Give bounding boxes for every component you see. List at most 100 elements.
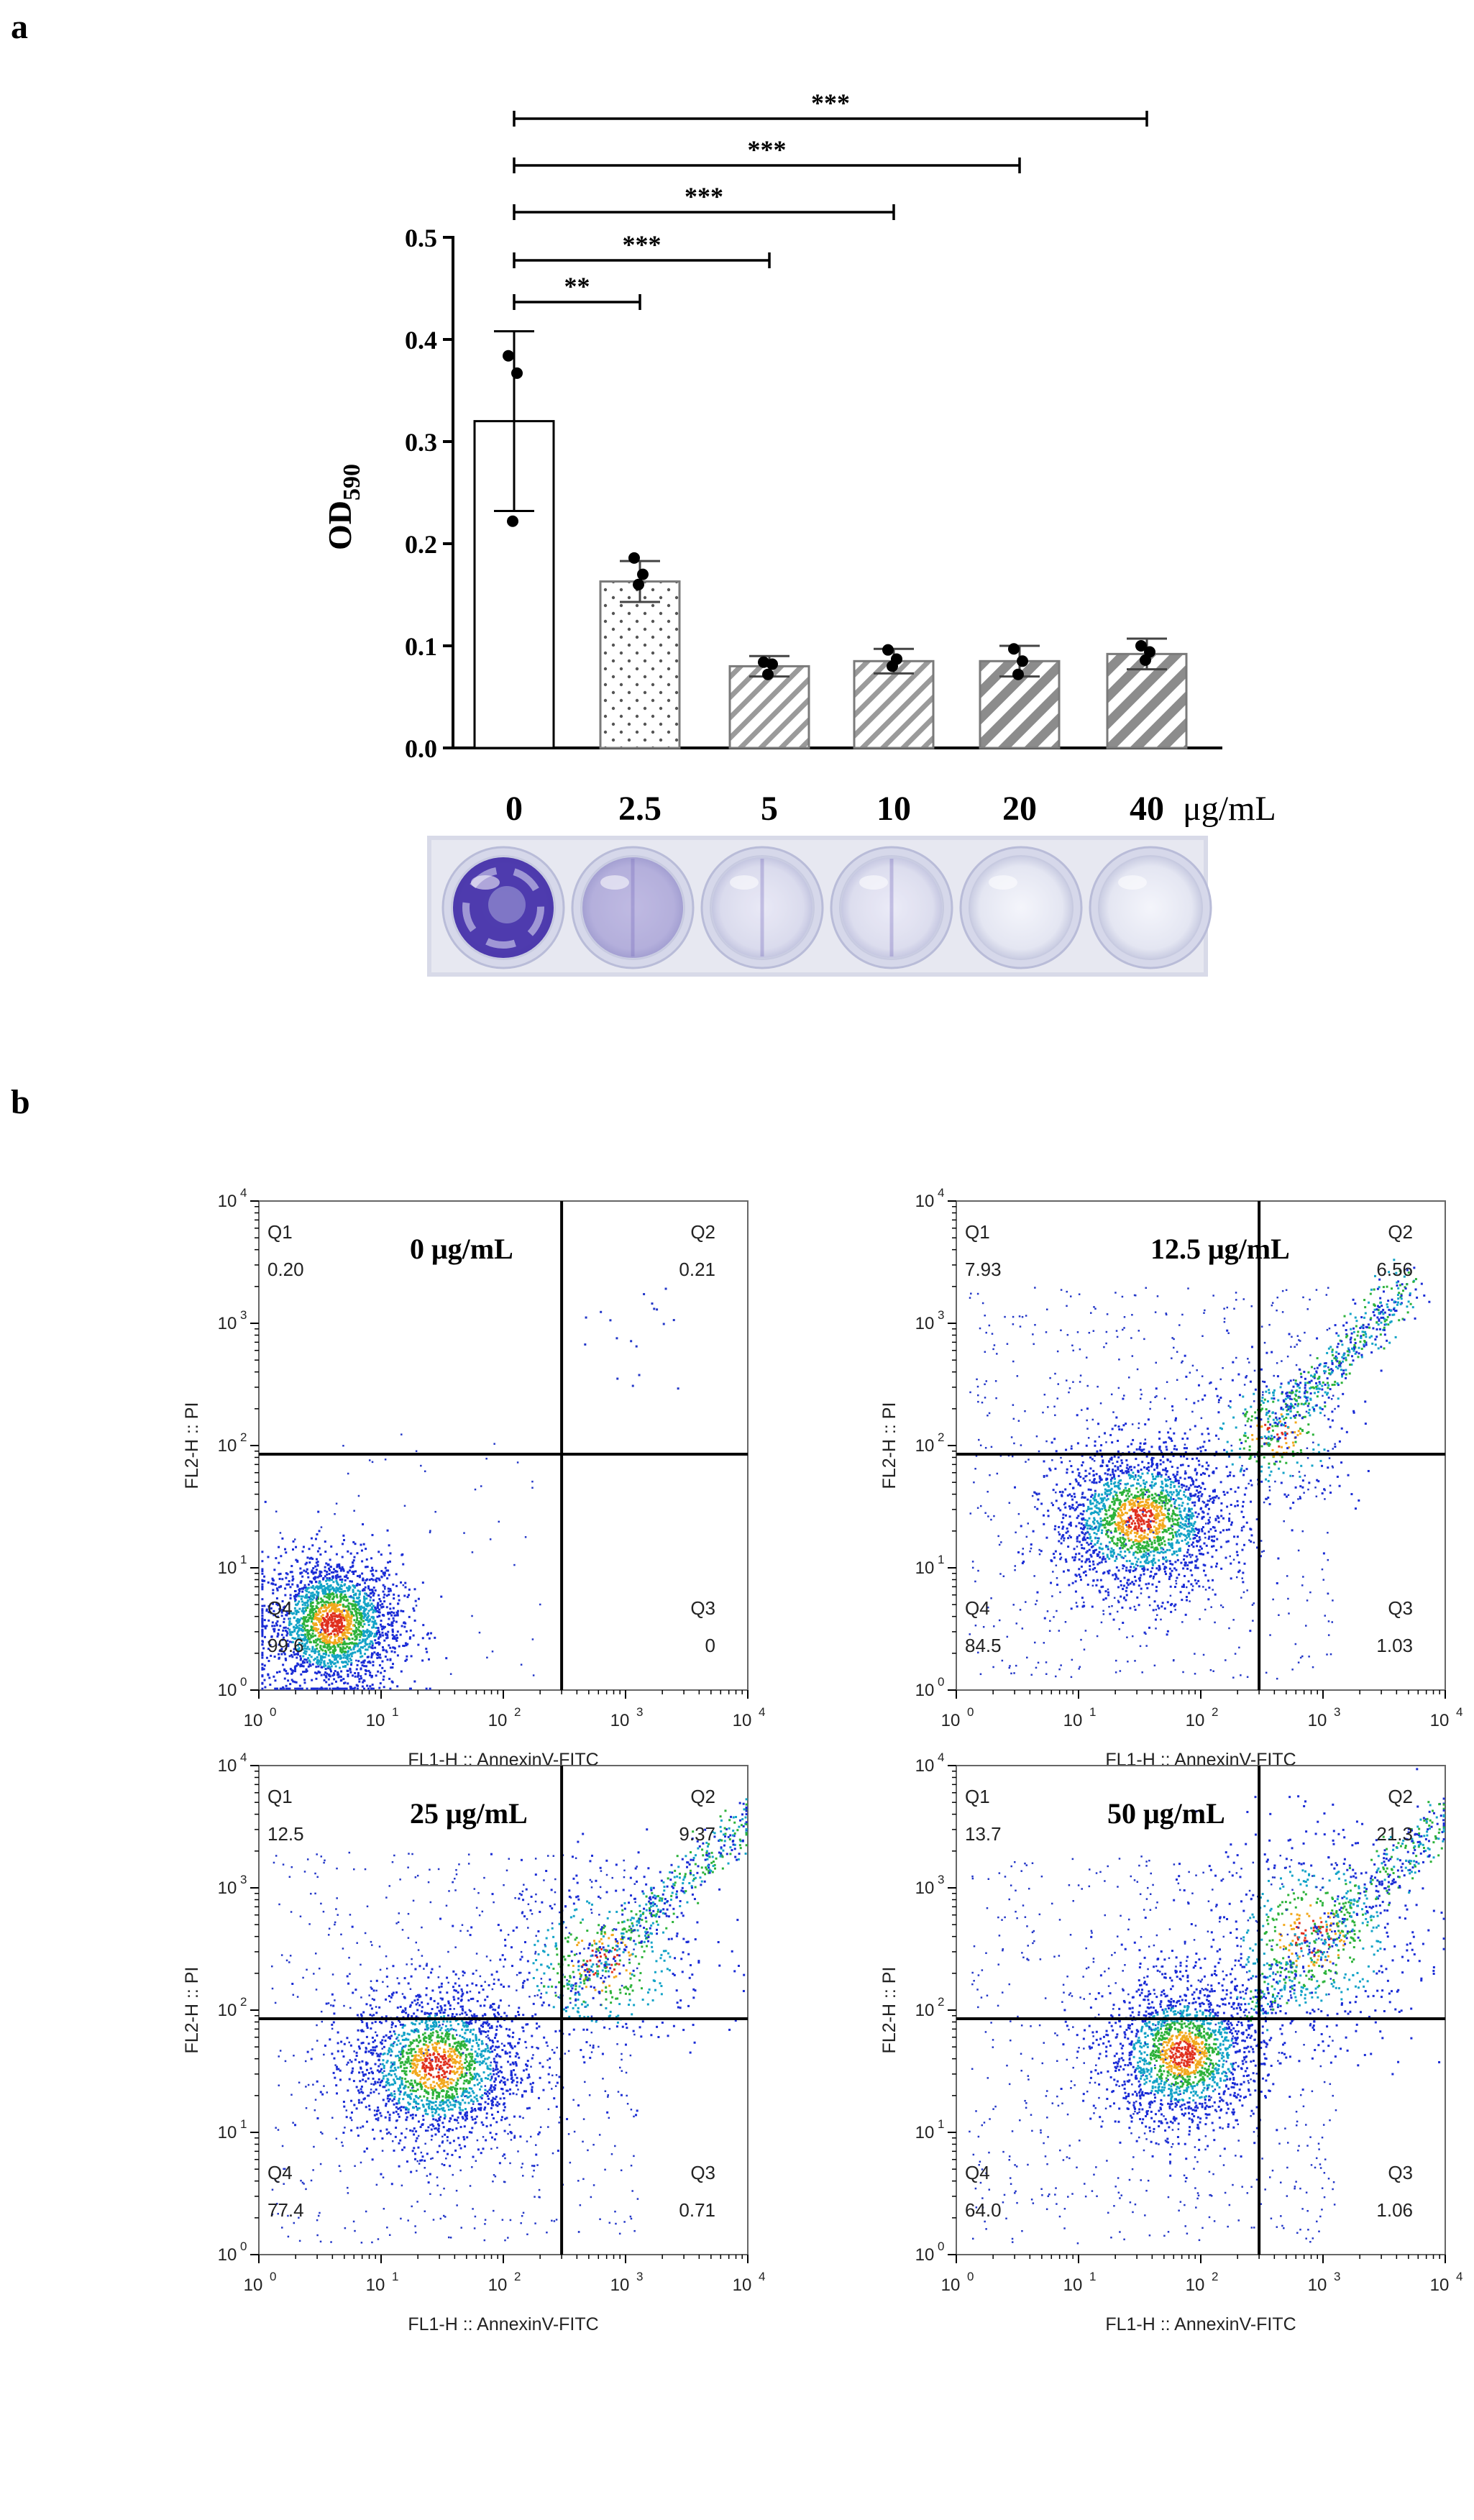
condition-label: 12.5 μg/mL: [1150, 1233, 1290, 1265]
x-tick-label: 10: [1063, 2275, 1083, 2295]
y-tick-exponent: 0: [240, 1675, 247, 1689]
y-tick-label: 10: [915, 1681, 935, 1700]
bar-chart-biofilm: ************** 0.00.10.20.30.40.5 0 2.5 5 1…: [321, 88, 1276, 977]
x-axis-label: FL1-H :: AnnexinV-FITC: [408, 2314, 598, 2334]
y-tick-label: 10: [915, 2001, 935, 2020]
x-tick-exponent: 2: [514, 2270, 521, 2283]
well-highlight: [989, 875, 1017, 890]
x-tick-exponent: 4: [759, 2270, 765, 2283]
x-tick-exponent: 0: [270, 1705, 276, 1719]
y-tick-label: 10: [218, 1681, 237, 1700]
y-axis-label-sub: 590: [339, 464, 365, 501]
x-tick-label: 10: [1186, 2275, 1205, 2295]
y-tick-exponent: 2: [938, 1430, 944, 1444]
x-tick-label: 10: [1430, 2275, 1450, 2295]
data-point: [887, 660, 898, 672]
x-tick-label: 10: [733, 2275, 752, 2295]
x-tick-label-5: 5: [761, 790, 778, 828]
crystal-violet-well-plate: [427, 836, 1212, 977]
y-tick-label: 10: [218, 1314, 237, 1333]
y-tick-exponent: 3: [938, 1308, 944, 1322]
quadrant-name: Q2: [1388, 1786, 1413, 1807]
x-tick-exponent: 3: [1334, 2270, 1340, 2283]
y-axis-label: FL2-H :: PI: [879, 1402, 899, 1489]
data-point: [1140, 654, 1151, 666]
y-tick-exponent: 3: [240, 1308, 247, 1322]
y-tick-exponent: 2: [240, 1995, 247, 2009]
quadrant-value: 12.5: [267, 1823, 304, 1845]
quadrant-value: 64.0: [965, 2199, 1002, 2221]
y-tick-label: 0.0: [405, 734, 437, 763]
well-stain-center: [488, 886, 526, 923]
y-tick-label: 0.1: [405, 632, 437, 661]
significance-brackets: **************: [513, 88, 1148, 310]
x-tick-exponent: 2: [514, 1705, 521, 1719]
quadrant-name: Q4: [267, 1597, 293, 1619]
y-tick-exponent: 1: [240, 1553, 247, 1566]
x-tick-label-10: 10: [876, 790, 911, 828]
y-tick-label: 10: [218, 2123, 237, 2142]
x-tick-label: 10: [244, 1711, 263, 1730]
x-axis-unit: μg/mL: [1183, 790, 1276, 828]
panel-label-b: b: [11, 1083, 30, 1121]
data-point: [882, 644, 894, 656]
significance-label: ***: [748, 135, 787, 164]
plot-frame: [258, 1765, 749, 2255]
x-tick-label-20: 20: [1002, 790, 1037, 828]
y-tick-label: 10: [915, 1192, 935, 1211]
y-tick-label: 10: [218, 1558, 237, 1578]
plot-frame: [258, 1200, 749, 1691]
bars: [473, 330, 1188, 749]
quadrant-name: Q1: [267, 1221, 293, 1243]
y-tick-exponent: 1: [938, 1553, 944, 1566]
x-tick-exponent: 1: [392, 2270, 398, 2283]
event-dots: [969, 1259, 1431, 1680]
quadrant-value: 0.71: [679, 2199, 715, 2221]
data-point: [1017, 655, 1028, 667]
quadrant-name: Q4: [267, 2162, 293, 2183]
y-tick-label: 0.4: [405, 326, 437, 355]
y-tick-exponent: 3: [938, 1873, 944, 1886]
well-highlight: [730, 875, 759, 890]
x-tick-exponent: 4: [1456, 1705, 1462, 1719]
y-tick-label: 10: [915, 1756, 935, 1776]
significance-label: **: [564, 272, 590, 301]
condition-label: 50 μg/mL: [1107, 1797, 1225, 1830]
quadrant-value: 77.4: [267, 2199, 304, 2221]
x-tick-label: 10: [1308, 2275, 1327, 2295]
quadrant-value: 99.6: [267, 1635, 304, 1656]
x-tick-exponent: 3: [636, 2270, 643, 2283]
y-tick-exponent: 4: [938, 1750, 944, 1764]
condition-label: 25 μg/mL: [410, 1797, 528, 1830]
quadrant-value: 9.37: [679, 1823, 715, 1845]
well-highlight: [1118, 875, 1147, 890]
x-tick-label: 10: [244, 2275, 263, 2295]
quadrant-name: Q2: [690, 1786, 715, 1807]
quadrant-name: Q1: [965, 1221, 990, 1243]
quadrant-value: 13.7: [965, 1823, 1002, 1845]
y-tick-exponent: 4: [240, 1186, 247, 1200]
well-glass: [969, 855, 1074, 960]
plot-frame: [956, 1200, 1446, 1691]
x-tick-label: 10: [1430, 1711, 1450, 1730]
x-tick-exponent: 0: [967, 1705, 974, 1719]
y-tick-label: 10: [915, 2245, 935, 2265]
y-tick-exponent: 3: [240, 1873, 247, 1886]
quadrant-name: Q2: [690, 1221, 715, 1243]
quadrant-value: 21.3: [1376, 1823, 1413, 1845]
x-tick-exponent: 1: [1089, 1705, 1096, 1719]
data-point: [628, 552, 640, 564]
y-tick-exponent: 0: [240, 2240, 247, 2253]
y-tick-exponent: 1: [938, 2117, 944, 2131]
x-tick-exponent: 2: [1212, 2270, 1218, 2283]
quadrant-name: Q4: [965, 2162, 990, 2183]
significance-label: ***: [811, 88, 850, 117]
data-point: [766, 658, 778, 670]
quadrant-name: Q4: [965, 1597, 990, 1619]
x-tick-label: 10: [488, 2275, 508, 2295]
y-tick-exponent: 2: [938, 1995, 944, 2009]
data-point: [1012, 668, 1024, 680]
quadrant-value: 0: [705, 1635, 715, 1656]
data-point: [511, 367, 523, 379]
